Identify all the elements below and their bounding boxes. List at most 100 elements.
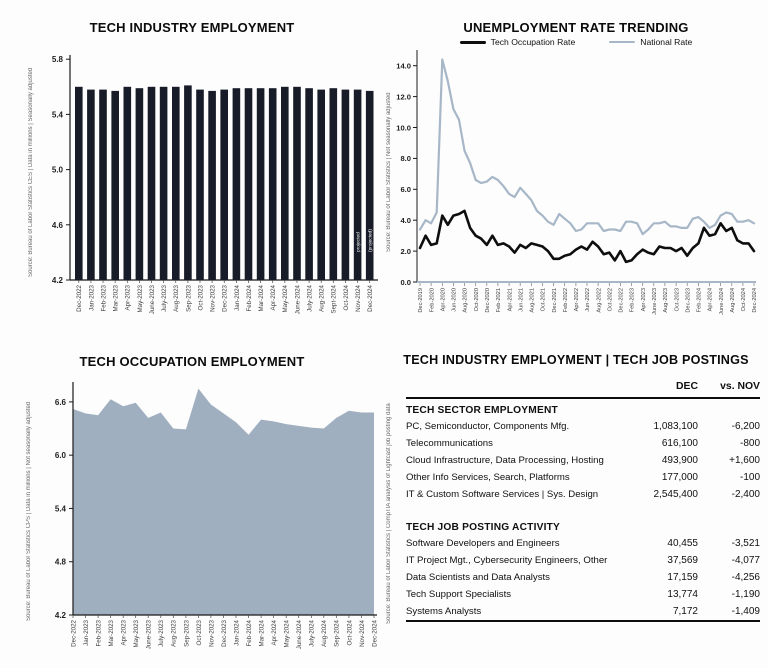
table-row: Other Info Services, Search, Platforms 17… — [406, 469, 760, 486]
legend-label-national-rate: National Rate — [640, 37, 693, 47]
tech-occupation-rate-line — [418, 209, 756, 264]
bar — [341, 89, 350, 280]
bar — [196, 89, 204, 280]
panel-title-unemployment: UNEMPLOYMENT RATE TRENDING — [463, 19, 689, 35]
source-note-table: Source: Bureau of Labor Statistics | Com… — [386, 403, 392, 625]
x-axis-tick-label: Apr-2020 — [441, 288, 447, 311]
x-axis-tick-label: Dec-2024 — [752, 288, 758, 313]
occupation-area — [73, 388, 374, 615]
legend: Tech Occupation Rate National Rate — [384, 37, 768, 47]
table-row: Data Scientists and Data Analysts 17,159 -… — [406, 569, 760, 586]
row-label: Tech Support Specialists — [406, 589, 512, 600]
x-axis-tick-label: Mar-2023 — [113, 284, 120, 311]
y-axis-tick-label: 5.4 — [52, 110, 64, 119]
unemployment-line-chart: 14.0 12.0 10.0 8.0 6.0 4.0 2.0 0.0 Dec-2019 Feb-2… — [396, 50, 758, 315]
x-axis-tick-label: Feb-2024 — [246, 284, 253, 311]
row-label: Cloud Infrastructure, Data Processing, H… — [406, 455, 604, 466]
x-axis-tick-label: Sep-2024 — [334, 619, 341, 646]
row-dec-value: 177,000 — [661, 472, 698, 483]
x-axis-tick-label: June-2024 — [719, 288, 725, 315]
x-axis-tick-label: Jan-2023 — [88, 284, 95, 310]
x-axis-tick-label: Feb-2024 — [246, 619, 253, 646]
bar — [87, 89, 95, 280]
x-axis-tick-label: Aug-2024 — [730, 288, 736, 313]
x-axis-tick-label: Oct-2024 — [346, 619, 353, 645]
x-axis-tick-label: Dec-2023 — [685, 288, 691, 313]
row-label: PC, Semiconductor, Components Mfg. — [406, 421, 570, 432]
row-label: IT Project Mgt., Cybersecurity Engineers… — [406, 555, 608, 566]
table-row: Cloud Infrastructure, Data Processing, H… — [406, 452, 760, 469]
bar — [111, 90, 119, 281]
x-axis-tick-label: Nov-2023 — [210, 284, 217, 311]
y-axis-tick-label: 14.0 — [396, 62, 411, 71]
x-axis-tick-label: May-2023 — [133, 619, 140, 647]
row-dec-value: 616,100 — [661, 438, 698, 449]
table-row: Systems Analysts 7,172 -1,409 — [406, 603, 760, 622]
row-dec-value: 13,774 — [667, 589, 698, 600]
row-dec-value: 493,900 — [661, 455, 698, 466]
table-header-row: DEC vs. NOV — [406, 376, 760, 399]
y-axis-tick-label: 4.2 — [55, 611, 67, 620]
bar — [123, 86, 132, 280]
x-axis-tick-label: Oct-2024 — [343, 284, 350, 310]
y-axis-tick-label: 5.4 — [55, 504, 67, 513]
x-axis-tick-label: Oct-2023 — [674, 288, 680, 311]
x-axis-tick-label: Mar-2024 — [258, 284, 265, 311]
row-label: Systems Analysts — [406, 606, 482, 617]
x-axis-tick-label: Dec-2019 — [418, 288, 424, 313]
table-row: IT Project Mgt., Cybersecurity Engineers… — [406, 552, 760, 569]
x-axis-tick-label: Apr-2021 — [507, 288, 513, 311]
row-vs-nov-value: -2,400 — [731, 489, 760, 500]
section-header: TECH JOB POSTING ACTIVITY — [406, 522, 561, 533]
x-axis-tick-label: Aug-2023 — [173, 284, 180, 311]
x-axis-tick-label: May-2024 — [282, 284, 289, 312]
bar — [281, 86, 289, 280]
table-row: Tech Support Specialists 13,774 -1,190 — [406, 586, 760, 603]
col-header-dec: DEC — [676, 381, 698, 392]
x-axis-tick-label: Feb-2022 — [563, 288, 569, 312]
row-dec-value: 17,159 — [667, 572, 698, 583]
x-axis-tick-label: Aug-2020 — [463, 288, 469, 313]
bar — [159, 86, 168, 280]
y-axis-tick-label: 4.8 — [55, 558, 67, 567]
x-axis-tick-label: Feb-2020 — [429, 288, 435, 312]
x-axis-tick-label: Aug-2022 — [596, 288, 602, 313]
x-axis-tick-label: Dec-2023 — [221, 619, 228, 646]
row-label: Other Info Services, Search, Platforms — [406, 472, 570, 483]
panel-title-industry-employment: TECH INDUSTRY EMPLOYMENT — [89, 19, 295, 35]
x-axis-tick-label: July-2024 — [309, 619, 316, 646]
col-header-vs-nov: vs. NOV — [720, 381, 760, 392]
x-axis-tick-label: Jan-2023 — [83, 619, 90, 645]
x-axis-tick-label: July-2024 — [307, 284, 314, 311]
x-axis-tick-label: Dec-2020 — [485, 288, 491, 313]
tech-rate-line-swatch — [459, 40, 486, 44]
legend-label-tech-rate: Tech Occupation Rate — [490, 37, 576, 47]
x-axis-tick-label: Sept-2024 — [331, 284, 338, 313]
x-axis-tick-label: Dec-2021 — [552, 288, 558, 313]
x-axis-tick-label: Jan-2024 — [234, 284, 241, 310]
x-axis-tick-label: May-2024 — [284, 619, 291, 647]
bar — [293, 86, 301, 280]
bar — [172, 86, 180, 280]
bar — [353, 89, 362, 280]
y-axis-tick-label: 6.6 — [55, 398, 67, 407]
row-vs-nov-value: -800 — [739, 438, 760, 449]
x-axis-tick-label: Aug-2024 — [321, 619, 328, 646]
x-axis-tick-label: Jun-2021 — [518, 288, 524, 312]
x-axis-tick-label: Oct-2023 — [197, 284, 204, 310]
bar — [184, 85, 192, 281]
y-axis-tick-label: 6.0 — [55, 451, 67, 460]
x-axis-tick-label: June-2024 — [296, 619, 303, 649]
bar — [232, 88, 241, 280]
table-row: IT & Custom Software Services | Sys. Des… — [406, 486, 760, 503]
x-axis-tick-label: June-2023 — [149, 284, 156, 314]
section-header: TECH SECTOR EMPLOYMENT — [406, 405, 558, 416]
bar — [244, 88, 253, 280]
row-vs-nov-value: -3,521 — [731, 538, 760, 549]
panel-tech-industry-employment: TECH INDUSTRY EMPLOYMENT Source: Bureau … — [0, 0, 384, 334]
panel-employment-postings-table: TECH INDUSTRY EMPLOYMENT | TECH JOB POST… — [384, 334, 768, 668]
bar — [305, 88, 313, 280]
x-axis-tick-label: Aug-2021 — [530, 288, 536, 313]
table-row: PC, Semiconductor, Components Mfg. 1,083,… — [406, 418, 760, 435]
